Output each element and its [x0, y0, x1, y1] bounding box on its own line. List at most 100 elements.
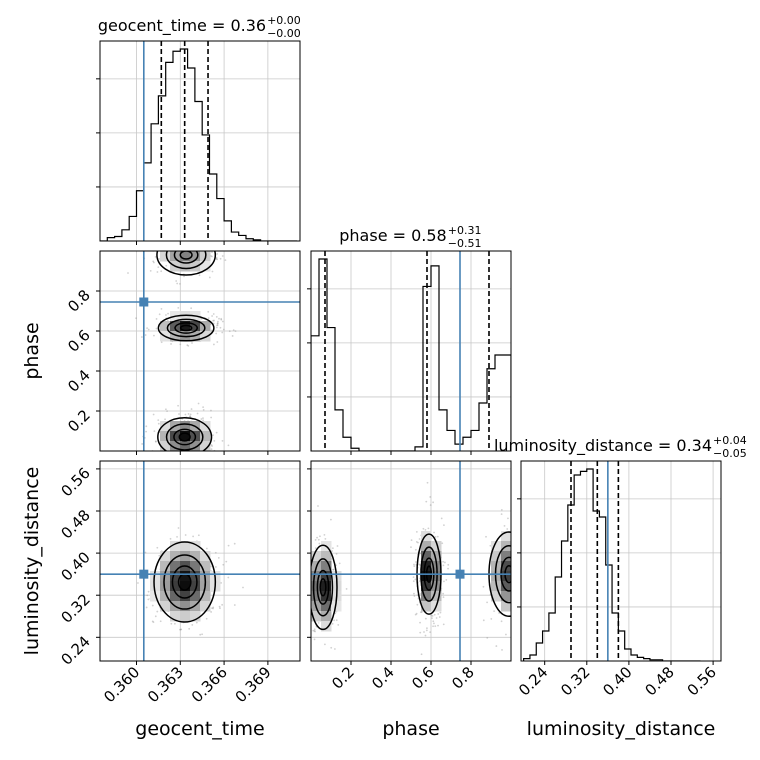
title-phase: phase = 0.58 +0.31−0.51 [339, 224, 481, 250]
y-tick-label: 0.24 [57, 632, 93, 668]
density-cell [190, 611, 201, 622]
sample-point [430, 614, 433, 617]
sample-point [332, 568, 335, 571]
sample-point [415, 540, 418, 543]
sample-point [201, 452, 203, 454]
density-cell [180, 441, 191, 451]
sample-point [195, 621, 198, 624]
title-minus: −0.05 [713, 447, 747, 460]
sample-point [533, 577, 535, 579]
density-contour [165, 423, 204, 451]
sample-point [513, 604, 515, 606]
sample-point [195, 234, 197, 236]
sample-point [146, 327, 148, 330]
density-cell [501, 601, 511, 612]
sample-point [525, 602, 527, 604]
sample-point [420, 653, 423, 656]
sample-point [221, 255, 224, 257]
panel-geocent_time-vs-phase: 0.2 0.4 0.6 0.8 [64, 234, 301, 457]
sample-point [414, 613, 417, 616]
sample-point [156, 271, 159, 273]
histogram-step [100, 48, 298, 241]
density-cell [170, 541, 181, 552]
sample-point [412, 580, 415, 583]
sample-point [184, 534, 187, 536]
sample-point [219, 326, 222, 329]
y-tick-label: 0.32 [57, 590, 93, 626]
sample-point [331, 550, 334, 552]
sample-point [186, 247, 188, 249]
x-tick-label: 0.366 [188, 663, 231, 706]
sample-point [482, 619, 485, 622]
sample-point [524, 581, 526, 583]
sample-point [191, 342, 193, 344]
sample-point [525, 560, 527, 562]
sample-point [307, 603, 309, 605]
sample-point [526, 542, 528, 544]
sample-point [522, 610, 524, 612]
x-tick-label: 0.360 [100, 663, 143, 706]
sample-point [171, 249, 173, 251]
sample-point [418, 580, 421, 582]
density-cell [431, 591, 442, 602]
sample-point [308, 621, 310, 623]
sample-point [442, 596, 445, 599]
sample-point [190, 248, 192, 250]
density-cell [150, 571, 161, 582]
sample-point [506, 528, 509, 530]
density-cell [180, 551, 191, 562]
sample-point [317, 505, 319, 507]
density-cell [321, 591, 332, 602]
density-cell [170, 581, 181, 592]
axes-frame [99, 250, 301, 452]
x-tick-label: 0.40 [599, 663, 635, 699]
sample-point [179, 628, 182, 631]
sample-point [228, 330, 231, 333]
sample-point [415, 561, 417, 563]
density-cell [501, 581, 511, 592]
density-cell [160, 571, 171, 582]
sample-point [512, 553, 514, 555]
sample-point [304, 587, 306, 589]
sample-point [152, 455, 154, 457]
density-cell [180, 251, 191, 262]
y-tick-label: 0.6 [64, 326, 94, 356]
sample-point [176, 282, 179, 285]
sample-point [199, 633, 202, 636]
sample-point [213, 439, 216, 442]
axes-frame [520, 460, 722, 662]
density-cell [421, 601, 432, 612]
density-contour [171, 565, 198, 599]
sample-point [211, 445, 213, 447]
sample-point [221, 603, 224, 606]
sample-point [313, 628, 316, 631]
axes-frame [99, 40, 301, 242]
sample-point [417, 541, 419, 544]
sample-point [176, 535, 178, 538]
sample-point [323, 533, 326, 536]
panel-phase-hist [307, 250, 512, 455]
sample-point [522, 596, 524, 598]
sample-point [441, 542, 444, 545]
sample-point [154, 247, 156, 249]
sample-point [317, 621, 320, 624]
sample-point [163, 452, 165, 454]
sample-point [516, 575, 518, 577]
sample-point [190, 239, 192, 241]
sample-point [443, 524, 445, 527]
title-geocent_time: geocent_time = 0.36 +0.00−0.00 [98, 14, 301, 40]
sample-point [222, 563, 225, 566]
sample-point [519, 571, 521, 573]
sample-point [216, 324, 218, 327]
sample-point [210, 448, 213, 451]
density-cell [180, 571, 191, 582]
sample-point [220, 317, 223, 320]
density-cell [321, 611, 332, 622]
sample-point [160, 452, 162, 454]
sample-point [202, 406, 205, 408]
y-tick-label: 0.4 [64, 366, 94, 396]
sample-point [530, 559, 532, 561]
sample-point [221, 331, 224, 334]
sample-point [525, 559, 527, 561]
sample-point [210, 611, 213, 613]
